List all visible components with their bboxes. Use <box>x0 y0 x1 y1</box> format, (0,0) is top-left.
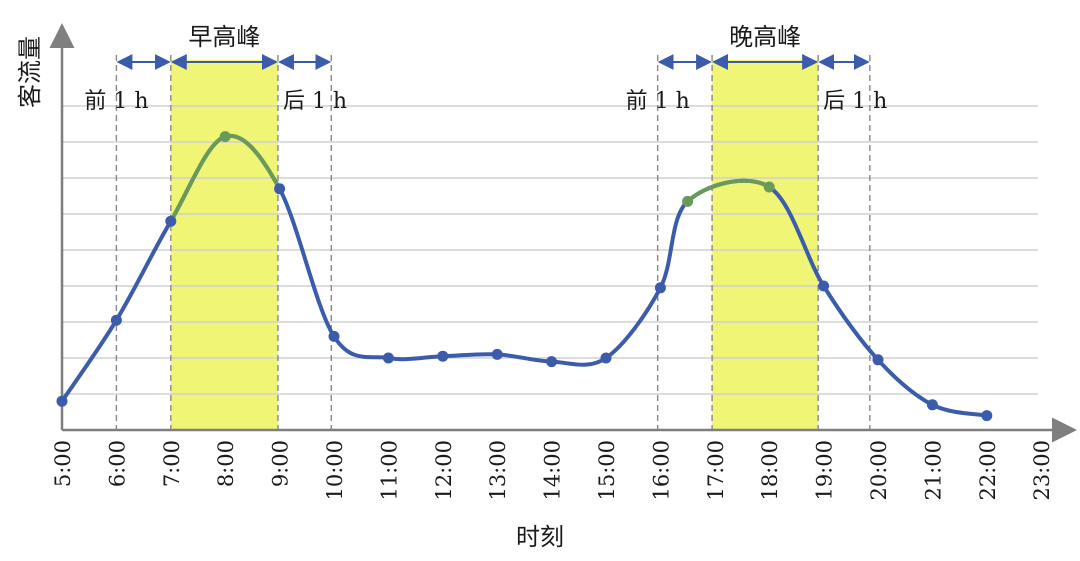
x-tick-label: 15:00 <box>595 440 619 501</box>
hour-label: 后 1 h <box>283 89 347 114</box>
data-point <box>872 354 884 366</box>
peak-label: 早高峰 <box>188 23 260 51</box>
x-axis-label: 时刻 <box>516 523 564 551</box>
hour-label: 前 1 h <box>84 89 148 114</box>
x-tick-label: 16:00 <box>649 440 673 501</box>
evening-peak-line-segment <box>685 178 772 204</box>
x-tick-label: 17:00 <box>704 440 728 501</box>
x-tick-label: 8:00 <box>214 440 238 487</box>
x-tick-label: 11:00 <box>377 440 401 501</box>
peak-highlight-band <box>712 60 819 430</box>
data-point <box>926 399 938 411</box>
hour-label: 前 1 h <box>626 89 690 114</box>
data-point <box>491 348 503 360</box>
x-tick-label: 18:00 <box>758 440 782 501</box>
peak-highlight-band <box>170 60 278 430</box>
x-tick-label: 12:00 <box>432 440 456 501</box>
data-point <box>328 330 340 342</box>
data-point <box>382 352 394 364</box>
data-point <box>682 195 694 207</box>
data-point <box>110 314 122 326</box>
data-point <box>219 131 231 143</box>
data-point <box>165 215 177 227</box>
x-tick-label: 13:00 <box>486 440 510 501</box>
y-axis-label: 客流量 <box>16 36 44 108</box>
data-point <box>546 356 558 368</box>
data-point <box>981 410 993 422</box>
data-point <box>56 395 68 407</box>
data-point <box>818 280 830 292</box>
data-point <box>437 350 449 362</box>
x-tick-label: 7:00 <box>160 440 184 487</box>
x-tick-label: 23:00 <box>1030 440 1054 501</box>
x-tick-label: 22:00 <box>976 440 1000 501</box>
x-tick-label: 10:00 <box>323 440 347 501</box>
x-tick-label: 19:00 <box>813 440 837 501</box>
peak-label: 晚高峰 <box>729 23 801 51</box>
data-point <box>600 352 612 364</box>
x-tick-label: 21:00 <box>921 440 945 501</box>
hour-label: 后 1 h <box>823 89 887 114</box>
x-tick-label: 6:00 <box>105 440 129 487</box>
data-point <box>654 282 666 294</box>
data-point <box>274 183 286 195</box>
x-tick-label: 14:00 <box>541 440 565 501</box>
x-tick-label: 5:00 <box>51 440 75 487</box>
x-tick-label: 9:00 <box>269 440 293 487</box>
x-tick-label: 20:00 <box>867 440 891 501</box>
data-point <box>763 181 775 193</box>
